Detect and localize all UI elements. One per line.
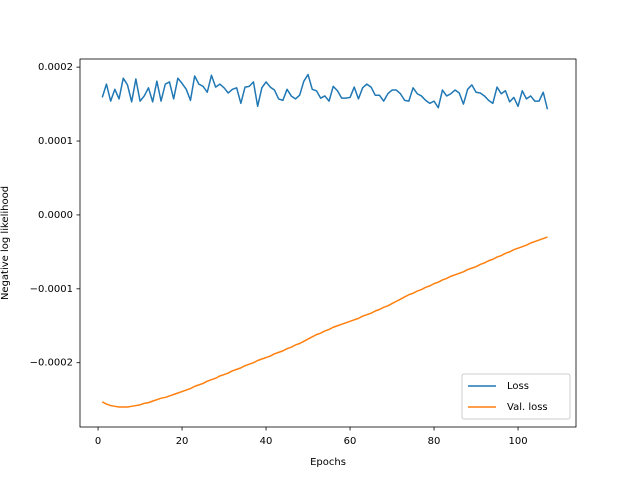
axes-frame [79,58,577,428]
x-tick-label: 80 [428,436,441,447]
line-series [101,236,548,408]
legend-label: Val. loss [507,402,548,413]
x-tick-label: 0 [95,436,101,447]
x-tick-label: 20 [176,436,189,447]
y-tick-label: −0.0002 [30,358,73,369]
line-series [101,73,549,110]
y-tick-label: 0.0002 [38,62,73,73]
legend-label: Loss [507,381,529,392]
x-tick-label: 100 [508,436,527,447]
y-axis-label: Negative log likelihood [0,186,11,300]
x-tick-label: 60 [344,436,357,447]
x-axis-label: Epochs [310,457,346,468]
y-tick-label: −0.0001 [30,284,73,295]
y-tick-label: 0.0000 [38,210,73,221]
y-tick-label: 0.0001 [38,136,73,147]
x-tick-label: 40 [260,436,273,447]
